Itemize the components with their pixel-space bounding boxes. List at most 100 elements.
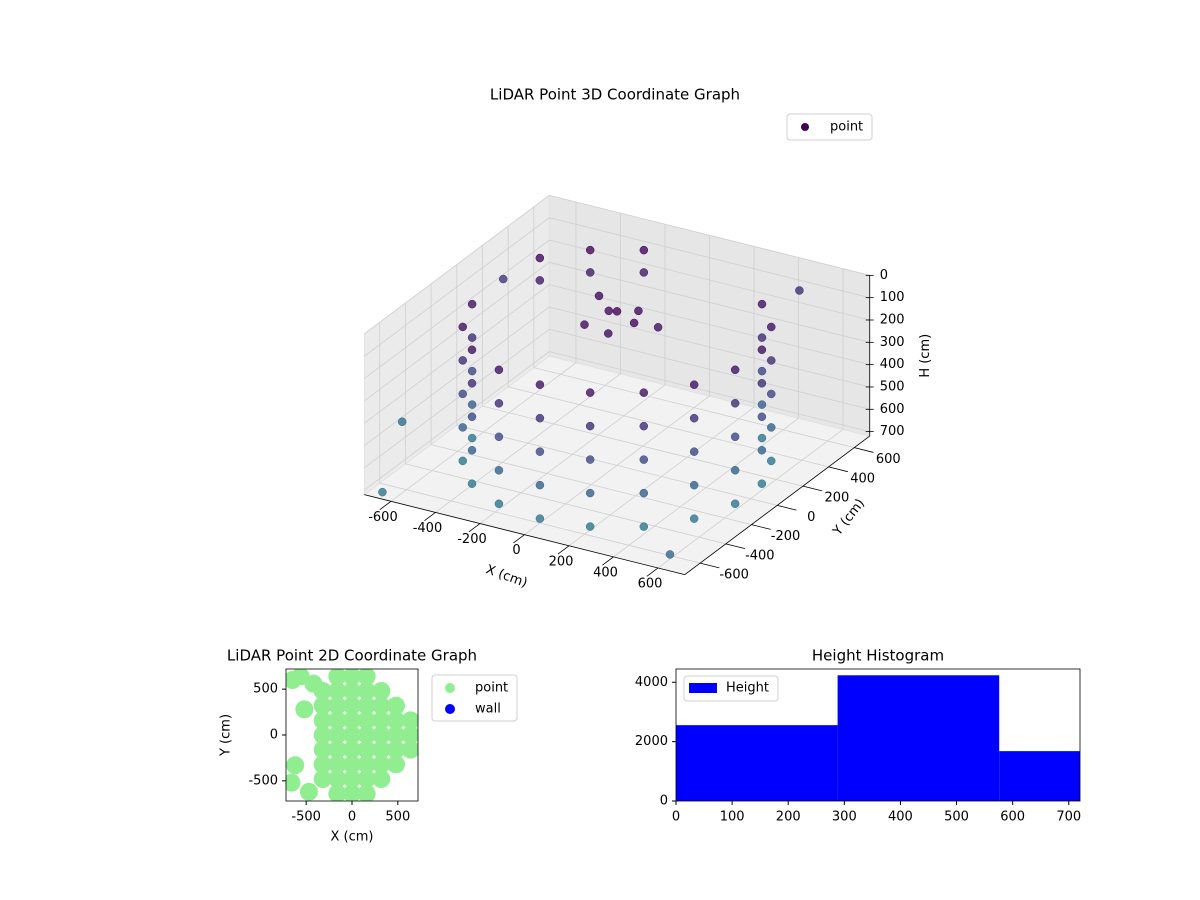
- point: [612, 307, 622, 316]
- point: [730, 399, 740, 408]
- point: [795, 286, 804, 295]
- y-tick-label: -600: [719, 568, 749, 583]
- y-tick-label: 400: [850, 471, 875, 486]
- grid-line: [456, 424, 778, 506]
- z-tick-label: 0: [880, 268, 888, 283]
- point: [730, 365, 740, 375]
- grid-line: [549, 328, 870, 410]
- point: [467, 299, 477, 309]
- point: [313, 770, 332, 788]
- x-tick-label: 0: [672, 810, 680, 825]
- point: [585, 388, 595, 397]
- legend-marker: [445, 704, 455, 714]
- grid-line: [364, 262, 550, 402]
- point: [535, 514, 545, 523]
- grid-line: [364, 284, 550, 424]
- point: [757, 433, 767, 443]
- x-tick-label: 500: [944, 810, 969, 825]
- point: [494, 499, 504, 509]
- y-tick-label: 500: [253, 682, 278, 697]
- point: [594, 291, 604, 301]
- grid-line: [549, 306, 870, 388]
- point: [328, 726, 347, 744]
- point: [304, 674, 323, 693]
- z-tick-label: 600: [880, 402, 905, 417]
- point: [639, 268, 649, 277]
- point: [535, 413, 545, 423]
- point: [328, 711, 347, 730]
- x-tick-label: 600: [638, 576, 663, 591]
- point: [343, 740, 361, 759]
- y-tick-label: 2000: [635, 734, 668, 749]
- x-tick: [557, 545, 570, 555]
- point: [401, 711, 418, 730]
- point: [458, 389, 467, 399]
- point: [343, 755, 361, 774]
- point: [467, 366, 477, 376]
- point: [387, 696, 405, 715]
- x-tick-label: -400: [413, 521, 443, 536]
- x-axis-line: [364, 494, 685, 576]
- point: [689, 413, 699, 423]
- point: [730, 466, 740, 475]
- legend-swatch: [689, 683, 717, 693]
- point: [286, 773, 301, 792]
- point: [328, 740, 347, 759]
- point: [767, 356, 776, 365]
- point: [585, 245, 595, 255]
- point: [343, 726, 361, 744]
- point: [767, 389, 776, 399]
- point: [328, 682, 347, 700]
- point: [665, 550, 675, 559]
- point: [467, 345, 477, 355]
- x-tick-label: 0: [348, 810, 356, 825]
- point: [757, 445, 767, 455]
- points: [286, 669, 418, 801]
- legend-marker: [801, 123, 809, 131]
- point: [757, 400, 767, 409]
- point: [467, 479, 477, 488]
- point: [757, 412, 767, 422]
- point: [357, 726, 376, 744]
- point: [295, 700, 314, 719]
- point: [299, 782, 318, 801]
- point: [730, 432, 740, 442]
- point: [467, 379, 477, 388]
- y-tick: [777, 504, 797, 511]
- grid-line: [364, 306, 550, 446]
- grid-line: [364, 217, 550, 357]
- point: [458, 356, 467, 365]
- point: [343, 682, 361, 700]
- x-tick-label: -500: [291, 810, 321, 825]
- y-tick-label: 200: [824, 491, 849, 506]
- point: [313, 726, 332, 744]
- x-tick-label: 300: [832, 810, 857, 825]
- grid-line: [549, 194, 870, 276]
- point: [757, 379, 767, 388]
- legend-marker: [445, 683, 455, 693]
- point: [653, 323, 663, 332]
- point: [639, 421, 649, 431]
- grid-line: [405, 463, 726, 545]
- point: [639, 455, 649, 464]
- plot-3d: -600-400-2000200400600-600-400-200020040…: [363, 86, 933, 591]
- y-tick: [854, 447, 874, 453]
- x-axis-label: X (cm): [331, 830, 374, 845]
- point: [458, 456, 467, 466]
- point: [328, 784, 347, 801]
- grid-line: [549, 351, 870, 433]
- grid-line: [549, 239, 870, 321]
- point: [357, 770, 376, 788]
- point: [585, 455, 595, 464]
- bar: [999, 751, 1080, 801]
- point: [730, 499, 740, 508]
- point: [372, 682, 391, 700]
- point: [689, 514, 699, 523]
- legend-label: Height: [726, 681, 769, 696]
- point: [372, 696, 391, 715]
- point: [639, 245, 649, 255]
- point: [467, 412, 477, 421]
- x-tick-label: 700: [1056, 810, 1081, 825]
- point: [313, 755, 332, 774]
